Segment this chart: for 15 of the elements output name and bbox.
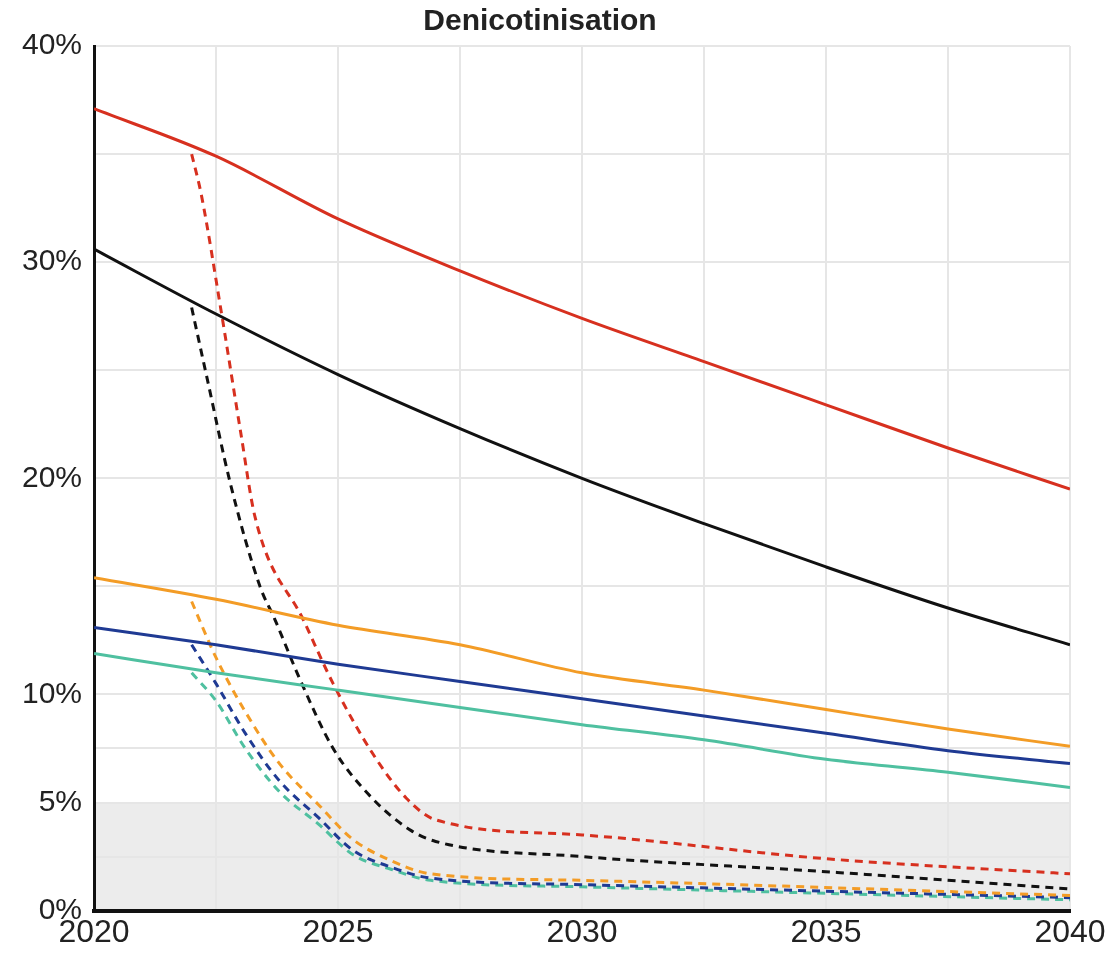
- y-tick-label: 40%: [22, 27, 83, 61]
- y-tick-label: 10%: [22, 675, 83, 709]
- y-tick-label: 30%: [22, 243, 83, 277]
- line-series: [190, 152, 1070, 876]
- y-tick-label: 5%: [38, 783, 83, 817]
- x-tick-label: 2035: [790, 912, 862, 949]
- x-tick-label: 2040: [1034, 912, 1106, 949]
- chart-title: Denicotinisation: [423, 3, 657, 37]
- line-series: [190, 306, 1070, 891]
- x-tick-label: 2025: [302, 912, 374, 949]
- x-tick-label: 2030: [546, 912, 618, 949]
- line-series: [94, 576, 1070, 748]
- line-series: [94, 107, 1070, 491]
- line-series: [190, 600, 1070, 897]
- y-tick-label: 20%: [22, 459, 83, 493]
